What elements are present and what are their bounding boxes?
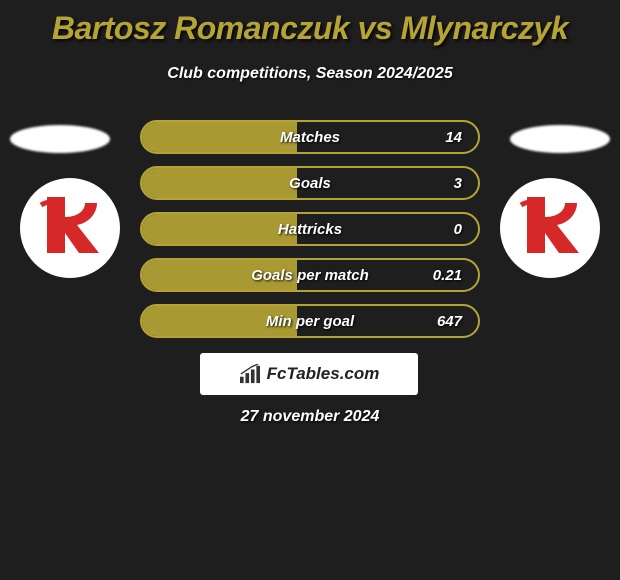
stat-value: 0.21 (433, 267, 462, 284)
stat-fill (142, 122, 297, 152)
stat-value: 14 (445, 129, 462, 146)
season-subtitle: Club competitions, Season 2024/2025 (0, 65, 620, 83)
stat-row: Min per goal 647 (140, 304, 480, 338)
branding-badge: FcTables.com (200, 353, 418, 395)
logo-circle (500, 178, 600, 278)
spotlight-left (10, 125, 110, 153)
stat-label: Matches (280, 129, 340, 146)
club-logo-left (20, 178, 120, 288)
stat-label: Goals per match (251, 267, 369, 284)
stat-label: Goals (289, 175, 331, 192)
brand-text: FcTables.com (267, 364, 380, 384)
chart-icon (239, 364, 261, 384)
logo-circle (20, 178, 120, 278)
stat-row: Matches 14 (140, 120, 480, 154)
club-logo-right (500, 178, 600, 288)
stat-row: Goals per match 0.21 (140, 258, 480, 292)
stat-fill (142, 168, 297, 198)
stat-label: Min per goal (266, 313, 354, 330)
stat-value: 0 (454, 221, 462, 238)
stat-value: 647 (437, 313, 462, 330)
stat-row: Hattricks 0 (140, 212, 480, 246)
stat-value: 3 (454, 175, 462, 192)
spotlight-right (510, 125, 610, 153)
stat-fill (142, 214, 297, 244)
stat-label: Hattricks (278, 221, 342, 238)
snapshot-date: 27 november 2024 (0, 408, 620, 426)
comparison-title: Bartosz Romanczuk vs Mlynarczyk (0, 0, 620, 47)
stat-row: Goals 3 (140, 166, 480, 200)
club-emblem-icon (27, 185, 113, 271)
stats-container: Matches 14 Goals 3 Hattricks 0 Goals per match… (140, 120, 480, 350)
club-emblem-icon (507, 185, 593, 271)
